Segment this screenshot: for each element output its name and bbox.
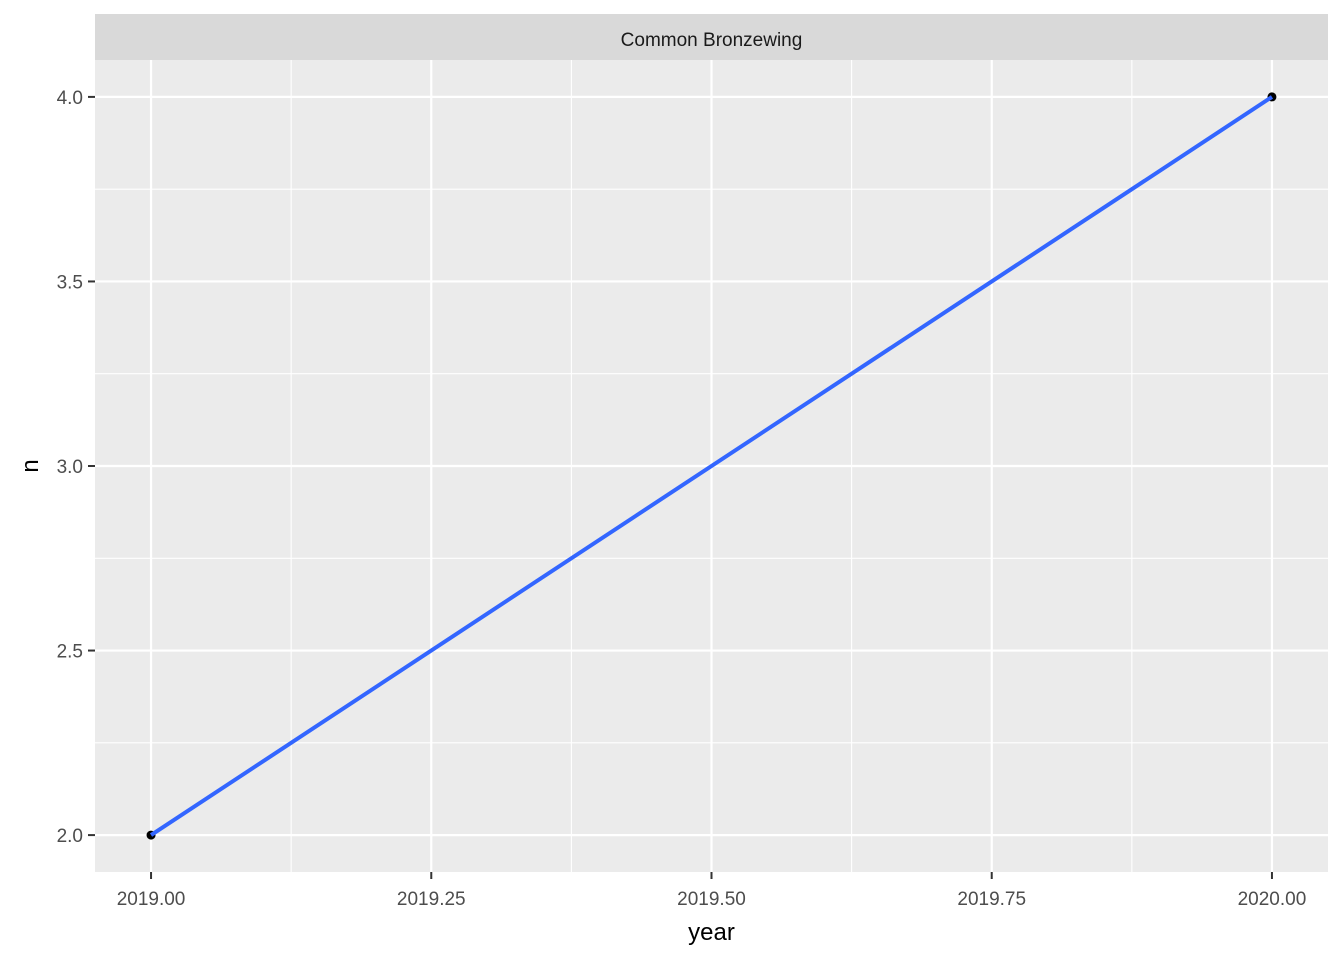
x-tick-label: 2019.25 xyxy=(397,889,466,910)
y-tick-label: 2.0 xyxy=(57,826,83,847)
x-tick-label: 2020.00 xyxy=(1238,889,1307,910)
fit-line xyxy=(149,95,1274,837)
x-tick-label: 2019.00 xyxy=(117,889,186,910)
y-tick-label: 3.0 xyxy=(57,457,83,478)
y-tick-label: 4.0 xyxy=(57,88,83,109)
data-marks xyxy=(146,92,1277,840)
y-tick-label: 2.5 xyxy=(57,642,83,663)
x-tick-label: 2019.75 xyxy=(957,889,1026,910)
x-tick-label: 2019.50 xyxy=(677,889,746,910)
y-axis-title: n xyxy=(17,459,44,472)
axes: 2019.00 2019.25 2019.50 2019.75 2020.00 2.0 2.… xyxy=(57,88,1307,910)
x-axis-title: year xyxy=(688,919,735,946)
strip-background xyxy=(95,14,1328,60)
y-tick-label: 3.5 xyxy=(57,272,83,293)
facet-label: Common Bronzewing xyxy=(621,30,803,51)
